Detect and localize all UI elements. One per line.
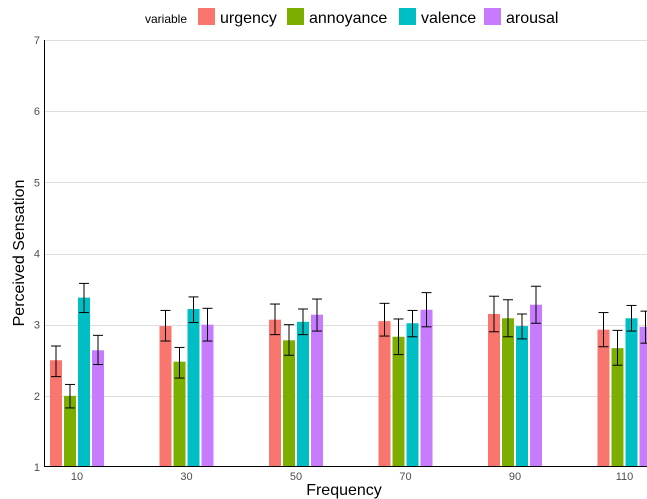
error-bar-annoyance-10: [65, 383, 75, 409]
error-bar-annoyance-70: [393, 318, 404, 356]
error-bar-urgency-50: [270, 303, 280, 336]
error-bar-arousal-10: [93, 334, 103, 366]
error-bar-annoyance-30: [174, 346, 185, 379]
y-axis-title: Perceived Sensation: [11, 180, 28, 327]
plot-area: [50, 282, 647, 467]
error-bars: [51, 282, 647, 409]
error-bar-urgency-110: [598, 312, 609, 348]
x-tick-labels: 10 30 50 70 90 110: [71, 471, 633, 483]
error-bar-valence-10: [79, 282, 89, 314]
x-tick-label: 90: [509, 471, 521, 483]
error-bar-valence-90: [517, 313, 527, 340]
y-tick-label: 4: [34, 249, 40, 261]
y-tick-label: 6: [34, 106, 40, 118]
legend-key-urgency: [198, 8, 215, 25]
legend-item-valence: valence: [399, 8, 476, 27]
y-tick-labels: 1 2 3 4 5 6 7: [34, 35, 40, 474]
x-axis-title: Frequency: [306, 482, 382, 499]
bar-annoyance-90: [502, 318, 514, 467]
error-bar-urgency-30: [160, 309, 171, 342]
error-bar-arousal-30: [202, 307, 213, 342]
bar-urgency-110: [597, 329, 610, 467]
error-bar-arousal-90: [531, 285, 541, 324]
x-tick-label: 50: [290, 471, 302, 483]
x-tick-label: 110: [616, 471, 634, 483]
x-tick-label: 30: [180, 471, 192, 483]
legend-key-annoyance: [287, 8, 304, 25]
bar-annoyance-110: [611, 348, 624, 467]
legend-label-valence: valence: [421, 10, 476, 27]
bars: [50, 297, 647, 467]
gridlines: [44, 40, 647, 397]
legend-item-arousal: arousal: [484, 8, 558, 27]
error-bar-arousal-70: [421, 292, 432, 328]
error-bar-arousal-50: [312, 298, 322, 332]
bar-annoyance-50: [283, 340, 295, 467]
legend: variable urgency annoyance valence arousal: [145, 8, 558, 27]
bar-arousal-90: [530, 304, 542, 467]
bar-urgency-90: [488, 313, 500, 467]
legend-label-urgency: urgency: [220, 10, 277, 27]
x-tick-label: 10: [71, 471, 83, 483]
error-bar-valence-70: [407, 309, 418, 338]
legend-key-valence: [399, 8, 416, 25]
bar-valence-10: [78, 297, 90, 467]
error-bar-annoyance-90: [503, 299, 513, 338]
legend-title: variable: [145, 12, 187, 26]
bar-annoyance-70: [392, 336, 405, 467]
bar-arousal-30: [201, 324, 214, 467]
axes: [44, 40, 647, 467]
error-bar-urgency-90: [489, 295, 499, 333]
error-bar-urgency-10: [51, 345, 61, 378]
error-bar-arousal-110: [640, 310, 647, 344]
y-tick-label: 2: [34, 391, 40, 403]
bar-arousal-10: [92, 350, 104, 467]
error-bar-urgency-70: [379, 302, 390, 337]
legend-item-urgency: urgency: [198, 8, 277, 27]
legend-item-annoyance: annoyance: [287, 8, 387, 27]
bar-valence-30: [187, 309, 200, 467]
bar-valence-50: [297, 321, 309, 467]
legend-key-arousal: [484, 8, 501, 25]
error-bar-annoyance-50: [284, 324, 294, 356]
error-bar-valence-50: [298, 308, 308, 336]
y-tick-label: 5: [34, 177, 40, 189]
legend-label-annoyance: annoyance: [309, 10, 387, 27]
error-bar-valence-30: [188, 296, 199, 324]
bar-annoyance-10: [64, 395, 76, 467]
error-bar-annoyance-110: [612, 329, 623, 366]
bar-arousal-110: [639, 326, 647, 467]
bar-urgency-70: [378, 321, 391, 467]
legend-label-arousal: arousal: [506, 10, 558, 27]
x-tick-label: 70: [399, 471, 411, 483]
error-bar-valence-110: [626, 304, 637, 332]
y-tick-label: 1: [34, 462, 40, 474]
bar-annoyance-30: [173, 361, 186, 467]
bar-valence-110: [625, 318, 638, 467]
y-tick-label: 7: [34, 35, 40, 47]
bar-arousal-70: [420, 309, 433, 467]
bar-urgency-50: [269, 319, 281, 467]
bar-urgency-30: [159, 326, 172, 467]
bar-valence-90: [516, 326, 528, 467]
bar-urgency-10: [50, 360, 62, 467]
y-tick-label: 3: [34, 320, 40, 332]
bar-valence-70: [406, 323, 419, 467]
bar-arousal-50: [311, 314, 323, 467]
